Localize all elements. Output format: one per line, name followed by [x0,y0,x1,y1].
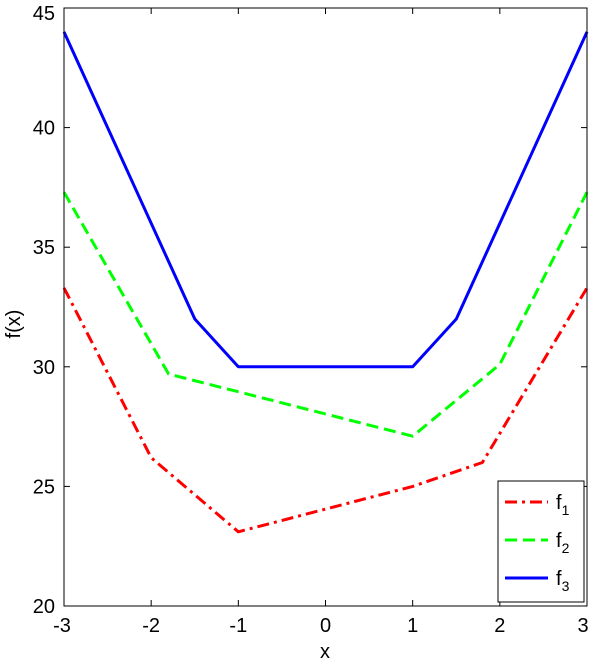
series-line-f3 [62,31,589,369]
legend-label-f2: f2 [556,530,570,556]
legend-label-f1: f1 [556,492,570,518]
y-tick-label: 45 [33,3,55,25]
x-tick-label: 0 [320,615,331,637]
x-tick-label: 1 [407,615,418,637]
series-layer [62,31,589,534]
y-tick-label: 40 [33,118,55,140]
plot-frame [63,7,588,607]
series-line-f2 [62,191,589,438]
x-axis-label: x [320,641,330,660]
x-tick-label: -1 [229,615,247,637]
series-line-f1 [62,287,589,534]
x-tick-label: -3 [53,615,71,637]
x-tick-label: -2 [142,615,160,637]
legend: f1 f2 f3 [497,480,585,603]
y-axis-label: f(x) [3,310,25,339]
x-tick-label: 2 [494,615,505,637]
y-tick-label: 30 [33,357,55,379]
y-tick-label: 25 [33,476,55,498]
ticks-layer: -3 -2 -1 0 1 2 3 20 25 30 35 40 45 [33,3,589,637]
x-tick-label: 3 [577,615,588,637]
y-tick-label: 35 [33,237,55,259]
y-tick-label: 20 [33,596,55,618]
legend-label-f3: f3 [556,568,570,594]
